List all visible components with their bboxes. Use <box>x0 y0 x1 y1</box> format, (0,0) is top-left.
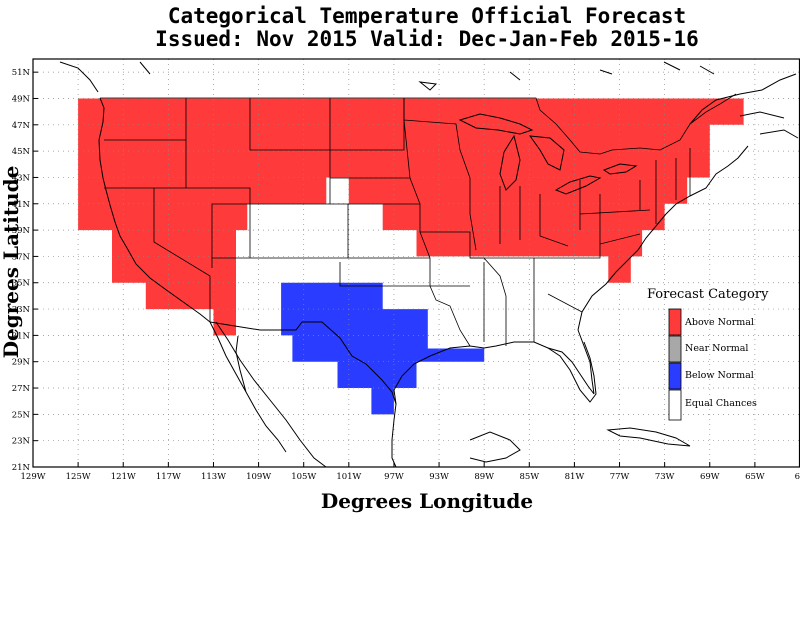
y-tick-label: 25N <box>12 410 31 420</box>
y-tick-label: 23N <box>12 437 31 447</box>
x-axis-ticks: 129W 125W 121W 117W 113W 109W 105W 101W 97W 93W 89… <box>21 462 800 482</box>
x-tick-label: 93W <box>429 472 449 482</box>
x-axis-title: Degrees Longitude <box>321 489 533 513</box>
y-tick-label: 33N <box>12 305 31 315</box>
legend-swatch-equal <box>668 389 682 421</box>
legend-label-above: Above Normal <box>684 317 754 328</box>
below-normal-region <box>281 282 485 415</box>
legend-label-equal: Equal Chances <box>685 398 757 409</box>
x-tick-label: 105W <box>291 472 316 482</box>
y-tick-label: 37N <box>12 252 31 262</box>
x-tick-label: 101W <box>336 472 361 482</box>
x-tick-label: 69W <box>700 472 720 482</box>
legend-swatch-below <box>668 362 682 390</box>
x-tick-label: 121W <box>111 472 136 482</box>
y-tick-label: 35N <box>12 279 31 289</box>
x-tick-label: 81W <box>565 472 585 482</box>
x-tick-label: 73W <box>655 472 675 482</box>
y-tick-label: 47N <box>12 121 31 131</box>
map-subtitle: Issued: Nov 2015 Valid: Dec-Jan-Feb 2015… <box>155 27 699 51</box>
x-tick-label: 77W <box>610 472 630 482</box>
legend-item-equal: Equal Chances <box>668 389 757 421</box>
x-tick-label: 125W <box>66 472 91 482</box>
y-axis-title: Degrees Latitude <box>0 166 23 359</box>
legend: Forecast Category Above Normal Near Norm… <box>647 287 769 421</box>
map-title: Categorical Temperature Official Forecas… <box>168 4 686 28</box>
legend-item-near: Near Normal <box>668 335 748 363</box>
forecast-cells <box>78 98 744 415</box>
y-tick-label: 51N <box>12 68 31 78</box>
x-tick-label: 89W <box>474 472 494 482</box>
x-tick-label: 109W <box>246 472 271 482</box>
y-tick-label: 21N <box>12 463 31 473</box>
state-borders <box>104 98 691 347</box>
legend-label-below: Below Normal <box>685 370 754 381</box>
x-tick-label: 129W <box>21 472 46 482</box>
y-tick-label: 31N <box>12 331 31 341</box>
legend-swatch-above <box>668 308 682 336</box>
legend-item-above: Above Normal <box>668 308 754 336</box>
x-tick-label: 65W <box>745 472 765 482</box>
y-tick-label: 45N <box>12 147 31 157</box>
above-normal-region <box>78 98 744 336</box>
y-tick-label: 41N <box>12 200 31 210</box>
y-axis-ticks: 21N 23N 25N 27N 29N 31N 33N 35N 37N 39N 41N 43N 45N 4… <box>12 68 38 473</box>
y-tick-label: 43N <box>12 173 31 183</box>
x-tick-label: 113W <box>201 472 226 482</box>
x-tick-label: 117W <box>156 472 181 482</box>
y-tick-label: 29N <box>12 358 31 368</box>
x-tick-label: 97W <box>384 472 404 482</box>
y-tick-label: 39N <box>12 226 31 236</box>
x-tick-label: 85W <box>520 472 540 482</box>
legend-swatch-near <box>668 335 682 363</box>
x-tick-label: 61 <box>795 472 800 482</box>
legend-item-below: Below Normal <box>668 362 754 390</box>
legend-label-near: Near Normal <box>685 343 748 354</box>
legend-title: Forecast Category <box>647 287 769 302</box>
y-tick-label: 49N <box>12 94 31 104</box>
y-tick-label: 27N <box>12 384 31 394</box>
